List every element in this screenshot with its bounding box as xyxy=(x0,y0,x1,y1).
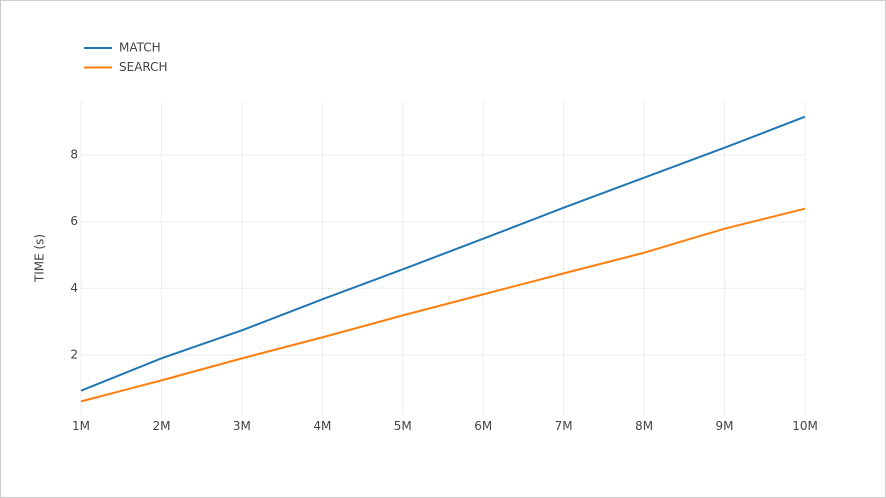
data-line xyxy=(80,115,806,392)
x-tick-label: 2M xyxy=(152,419,170,433)
x-tick-label: 9M xyxy=(716,419,734,433)
data-line xyxy=(80,207,806,403)
legend-label: MATCH xyxy=(119,41,161,55)
y-axis-title: TIME (s) xyxy=(33,234,47,283)
x-tick-label: 7M xyxy=(555,419,573,433)
x-tick-label: 3M xyxy=(233,419,251,433)
y-tick-label: 2 xyxy=(70,348,78,362)
x-tick-label: 8M xyxy=(635,419,653,433)
x-tick-label: 1M xyxy=(72,419,90,433)
x-tick-label: 5M xyxy=(394,419,412,433)
x-tick-label: 6M xyxy=(474,419,492,433)
x-tick-label: 4M xyxy=(313,419,331,433)
y-tick-label: 8 xyxy=(70,148,78,162)
legend-label: SEARCH xyxy=(119,60,168,74)
y-tick-label: 6 xyxy=(70,214,78,228)
y-tick-label: 4 xyxy=(70,281,78,295)
x-tick-label: 10M xyxy=(792,419,818,433)
